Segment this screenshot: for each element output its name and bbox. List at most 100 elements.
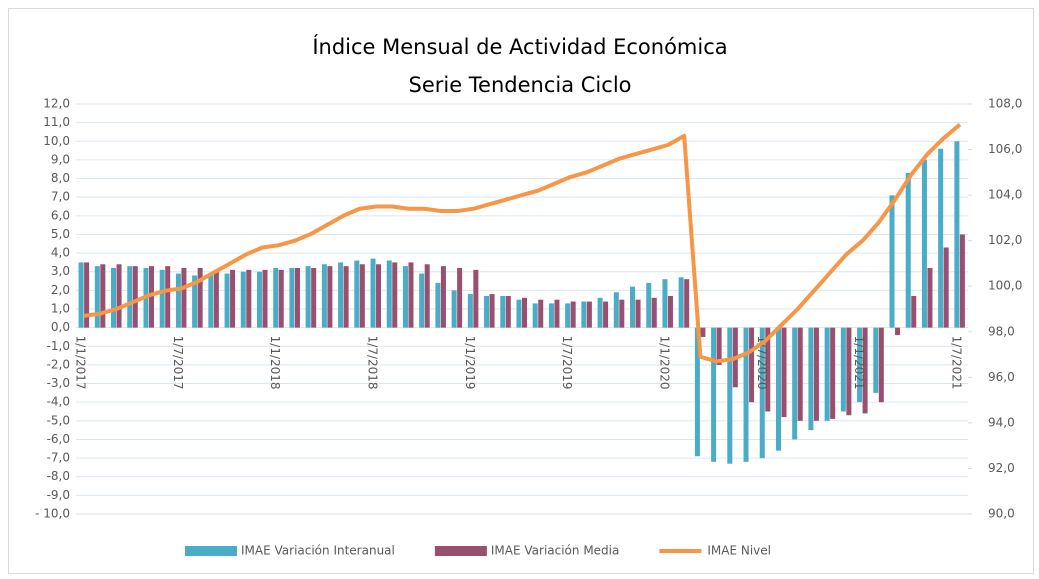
bar xyxy=(727,327,733,464)
x-tick-label: 1/7/2019 xyxy=(560,336,574,390)
bar xyxy=(538,299,544,328)
bar xyxy=(505,295,511,328)
bar xyxy=(619,299,625,328)
x-tick-label: 1/1/2018 xyxy=(268,336,282,390)
bar xyxy=(500,295,506,328)
bar xyxy=(116,264,122,328)
bar xyxy=(840,327,846,412)
x-tick-label: 1/1/2017 xyxy=(74,336,88,390)
bar xyxy=(197,268,203,328)
bar xyxy=(181,268,187,328)
y2-tick-label: 96,0 xyxy=(988,370,1015,384)
y-tick-label: 0,0 xyxy=(51,320,70,334)
bar xyxy=(905,172,911,328)
x-tick-label: 1/1/2021 xyxy=(852,336,866,390)
legend-swatch xyxy=(434,546,487,556)
y2-tick-label: 90,0 xyxy=(988,507,1015,521)
bar xyxy=(554,299,560,328)
bar xyxy=(435,282,441,328)
y-tick-label: 8,0 xyxy=(51,171,70,185)
bar xyxy=(857,327,863,403)
y2-tick-label: 108,0 xyxy=(988,97,1022,111)
bar xyxy=(895,327,901,336)
y-tick-label: -7,0 xyxy=(47,451,70,465)
y2-tick-label: 106,0 xyxy=(988,142,1022,156)
y-tick-label: -9,0 xyxy=(47,488,70,502)
bar xyxy=(678,277,684,328)
bar xyxy=(165,266,171,328)
y-tick-label: 5,0 xyxy=(51,227,70,241)
y-tick-label: 4,0 xyxy=(51,246,70,260)
bar xyxy=(408,262,414,328)
x-tick-label: 1/7/2017 xyxy=(171,336,185,390)
bar xyxy=(457,268,463,328)
bar xyxy=(278,269,284,328)
bar xyxy=(954,141,960,328)
bar xyxy=(111,268,117,328)
bar xyxy=(289,268,295,328)
bar xyxy=(873,327,879,393)
y-tick-label: -8,0 xyxy=(47,469,70,483)
bar xyxy=(84,262,90,328)
bar xyxy=(208,275,214,328)
bar xyxy=(921,159,927,328)
bar xyxy=(467,294,473,328)
bar xyxy=(262,269,268,328)
y-tick-label: 1,0 xyxy=(51,302,70,316)
bar xyxy=(548,303,554,328)
bar xyxy=(662,279,668,328)
bar xyxy=(522,297,528,328)
bar xyxy=(78,262,84,328)
bar xyxy=(938,148,944,328)
y-tick-label: -1,0 xyxy=(47,339,70,353)
bar xyxy=(781,327,787,418)
bar xyxy=(694,327,700,457)
bar xyxy=(759,327,765,459)
bar xyxy=(376,264,382,328)
bar xyxy=(94,266,100,328)
bar xyxy=(889,195,895,328)
bar xyxy=(402,266,408,328)
bar xyxy=(570,301,576,328)
bar xyxy=(959,234,965,328)
bar xyxy=(343,266,349,328)
chart-subtitle: Serie Tendencia Ciclo xyxy=(408,73,631,97)
y-tick-label: -4,0 xyxy=(47,395,70,409)
bar xyxy=(613,292,619,328)
bar xyxy=(311,268,317,328)
bar xyxy=(635,299,641,328)
y-tick-label: 11,0 xyxy=(43,115,70,129)
bar xyxy=(651,297,657,328)
bar xyxy=(586,301,592,328)
y-tick-label: -2,0 xyxy=(47,357,70,371)
bar xyxy=(684,279,690,328)
bar xyxy=(246,269,252,328)
bar xyxy=(484,295,490,328)
bar xyxy=(824,327,830,421)
legend-swatch xyxy=(185,546,237,556)
y-tick-label: - 10,0 xyxy=(35,507,70,521)
bar xyxy=(424,264,430,328)
x-tick-label: 1/7/2021 xyxy=(949,336,963,390)
bar xyxy=(711,327,717,462)
bar xyxy=(743,327,749,462)
bar xyxy=(359,264,365,328)
bar xyxy=(321,264,327,328)
x-tick-label: 1/1/2019 xyxy=(463,336,477,390)
bar xyxy=(943,247,949,328)
bar xyxy=(230,269,236,328)
bar xyxy=(565,303,571,328)
bar xyxy=(370,258,376,328)
bar xyxy=(808,327,814,431)
bar xyxy=(797,327,803,421)
bar xyxy=(338,262,344,328)
bar xyxy=(159,269,165,328)
bar xyxy=(700,327,706,337)
bar xyxy=(489,294,495,328)
bar xyxy=(667,295,673,328)
y-tick-label: -3,0 xyxy=(47,376,70,390)
bar xyxy=(911,295,917,328)
bar xyxy=(532,303,538,328)
